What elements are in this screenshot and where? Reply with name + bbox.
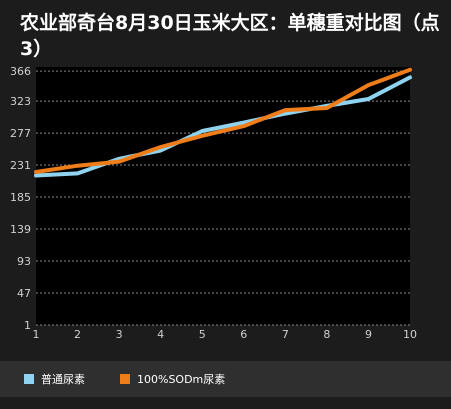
plot-area	[36, 67, 410, 325]
legend-swatch-series-2	[120, 374, 130, 384]
series-line-1	[34, 75, 412, 178]
y-tick-label-1: 47	[17, 287, 31, 300]
legend-swatch-series-1	[24, 374, 34, 384]
legend-item-series-2: 100%SODm尿素	[120, 361, 225, 397]
y-tick-label-0: 1	[24, 319, 31, 332]
y-tick-label-2: 93	[17, 255, 31, 268]
y-tick-label-6: 277	[10, 127, 31, 140]
legend-label-series-2: 100%SODm尿素	[137, 373, 226, 386]
y-tick-label-7: 323	[10, 95, 31, 108]
y-tick-label-8: 366	[10, 65, 31, 78]
y-tick-label-5: 231	[10, 159, 31, 172]
line-chart: 1 47 93 139 185 231 277 323 366 1 2 3 4 5 6 7 8 9 10	[10, 65, 417, 341]
legend-label-series-1: 普通尿素	[41, 373, 85, 386]
x-tick-label-8: 9	[365, 328, 372, 341]
series-lines	[34, 67, 412, 178]
x-tick-label-5: 6	[240, 328, 247, 341]
legend: 普通尿素 100%SODm尿素	[0, 361, 451, 397]
x-tick-label-2: 3	[116, 328, 123, 341]
x-tick-label-9: 10	[403, 328, 417, 341]
axis-ticks: 1 47 93 139 185 231 277 323 366 1 2 3 4 5 6 7 8 9 10	[10, 65, 417, 341]
x-tick-label-3: 4	[157, 328, 164, 341]
x-tick-label-1: 2	[74, 328, 81, 341]
x-tick-label-4: 5	[199, 328, 206, 341]
legend-item-series-1: 普通尿素	[24, 361, 85, 397]
chart-title: 农业部奇台8月30日玉米大区：单穗重对比图（点3）	[20, 12, 440, 60]
x-tick-label-7: 8	[323, 328, 330, 341]
y-tick-label-4: 185	[10, 191, 31, 204]
x-tick-label-0: 1	[33, 328, 40, 341]
series-line-2	[34, 67, 412, 174]
x-tick-label-6: 7	[282, 328, 289, 341]
y-tick-label-3: 139	[10, 223, 31, 236]
